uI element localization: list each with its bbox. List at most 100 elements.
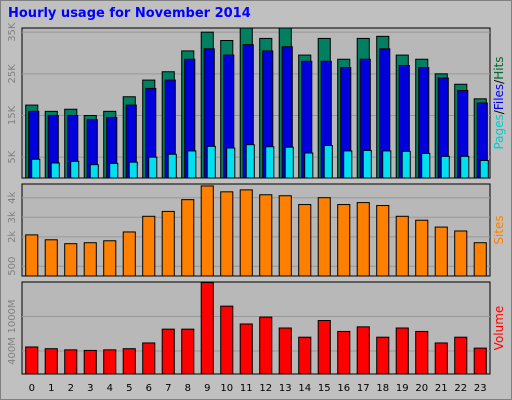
top-bar-pages [70,160,80,179]
bottom-bar-volume [64,349,78,375]
bottom-panel [21,281,491,375]
bottom-bar-volume [395,327,409,375]
hour-tick-label: 16 [337,383,350,394]
bottom-bar-volume [278,327,292,375]
top-tick-label: 25K [7,64,18,84]
bottom-bar-volume [259,316,273,375]
bottom-bar-volume [473,347,487,375]
hour-tick-label: 13 [279,383,292,394]
top-bar-pages [382,150,392,179]
bottom-bar-volume [83,349,97,375]
middle-bar-sites [337,204,351,277]
top-bar-pages [265,146,275,179]
bottom-bar-volume [434,342,448,375]
bottom-axis-label: Volume [492,306,506,351]
hour-tick-label: 0 [29,383,35,394]
middle-tick-label: 500 [7,257,18,276]
middle-bar-sites [64,243,78,277]
middle-bar-sites [473,242,487,277]
bottom-bar-volume [454,336,468,375]
hour-tick-label: 15 [318,383,331,394]
bottom-bar-volume [220,305,234,375]
top-axis-label-part: Pages [492,114,506,149]
hour-tick-label: 1 [48,383,54,394]
top-bar-pages [304,152,314,179]
top-bar-pages [206,145,216,179]
bottom-bar-volume [103,349,117,375]
top-axis-label-part: / [492,79,506,84]
middle-bar-sites [395,215,409,277]
middle-bar-sites [356,202,370,277]
bottom-bar-volume [25,346,39,375]
top-bar-pages [109,162,119,179]
bottom-bar-volume [181,328,195,375]
top-axis-label-part: Files [492,84,506,110]
middle-tick-label: 4k [7,191,18,203]
top-tick-label: 35K [7,22,18,42]
top-axis-label-part: / [492,109,506,114]
hour-tick-label: 21 [435,383,448,394]
chart-title: Hourly usage for November 2014 [8,6,251,21]
bottom-bar-volume [200,282,214,375]
hour-tick-label: 23 [474,383,487,394]
middle-bar-sites [259,194,273,277]
hour-tick-label: 22 [454,383,467,394]
middle-bar-sites [298,204,312,277]
middle-bar-sites [142,215,156,277]
middle-bar-sites [278,195,292,277]
bottom-bar-volume [161,328,175,375]
middle-bar-sites [25,234,39,277]
middle-bar-sites [181,199,195,277]
middle-bar-sites [434,226,448,277]
top-bar-pages [460,155,470,179]
top-bar-pages [31,158,41,179]
top-axis-label: Pages/Files/Hits [492,56,506,149]
middle-bar-sites [161,210,175,277]
top-axis-label-part: Hits [492,56,506,79]
top-bar-pages [343,150,353,179]
top-bar-pages [421,152,431,179]
middle-bar-sites [44,239,58,277]
middle-tick-label: 3k [7,211,18,223]
bottom-tick-label: 1000M [7,299,18,333]
bottom-bar-volume [317,320,331,375]
middle-tick-label: 2k [7,231,18,243]
top-bar-pages [362,150,372,179]
hour-tick-label: 10 [220,383,233,394]
top-bar-pages [245,144,255,179]
bottom-bar-volume [376,336,390,375]
bottom-bar-volume [122,348,136,375]
bottom-bar-volume [142,342,156,375]
top-tick-label: 15K [7,105,18,125]
hour-tick-label: 14 [298,383,311,394]
top-bar-pages [284,146,294,179]
bottom-bar-volume [44,348,58,375]
hour-tick-label: 19 [396,383,409,394]
bottom-bar-volume [415,330,429,375]
middle-bar-sites [415,219,429,277]
hour-tick-label: 5 [126,383,132,394]
top-panel [21,27,491,179]
top-bar-pages [323,145,333,179]
middle-bar-sites [200,185,214,277]
top-bar-pages [440,155,450,179]
middle-bar-sites [239,189,253,277]
hour-tick-label: 20 [415,383,428,394]
hour-tick-label: 18 [376,383,389,394]
hour-tick-label: 2 [68,383,74,394]
bottom-axis-label-part: Volume [492,306,506,351]
hour-tick-label: 6 [146,383,152,394]
hour-tick-label: 11 [240,383,253,394]
middle-bar-sites [317,197,331,277]
hour-tick-label: 17 [357,383,370,394]
middle-bar-sites [454,230,468,277]
bottom-bar-volume [356,326,370,375]
top-tick-label: 5K [7,150,18,163]
hour-tick-label: 8 [185,383,191,394]
middle-bar-sites [122,231,136,277]
hour-tick-label: 12 [259,383,272,394]
middle-axis-label: Sites [492,215,506,244]
middle-bar-sites [103,240,117,277]
top-bar-pages [187,150,197,179]
